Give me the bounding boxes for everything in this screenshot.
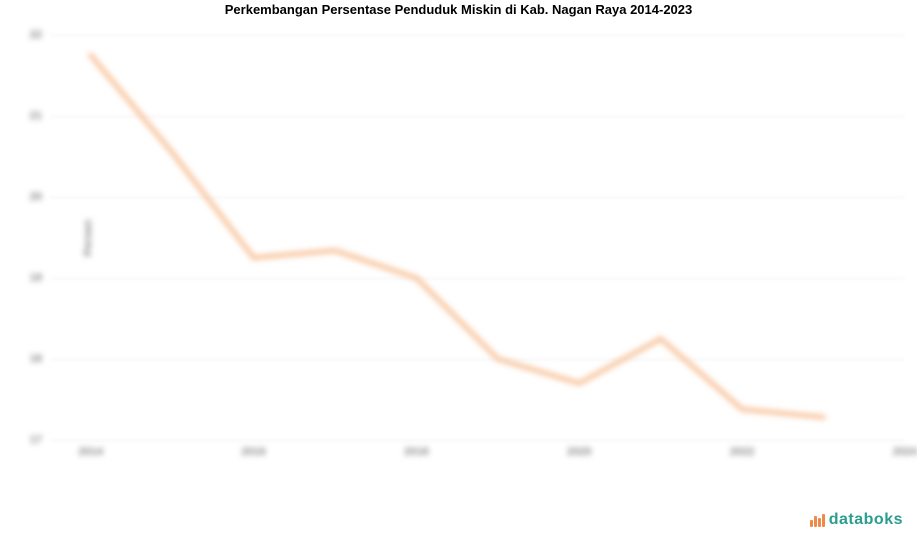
x-tick-label: 2022	[730, 446, 754, 458]
databoks-logo: databoks	[810, 511, 903, 529]
gridline	[50, 440, 905, 441]
x-tick-label: 2016	[241, 446, 265, 458]
databoks-logo-text: databoks	[829, 511, 903, 529]
y-tick-label: 22	[30, 29, 42, 41]
x-tick-label: 2018	[404, 446, 428, 458]
plot-area: Persen 171819202122 20142016201820202022…	[50, 35, 905, 440]
y-tick-label: 21	[30, 110, 42, 122]
y-tick-label: 17	[30, 434, 42, 446]
x-tick-label: 2014	[78, 446, 102, 458]
x-tick-label: 2024	[893, 446, 917, 458]
line-chart-svg	[50, 35, 905, 440]
databoks-logo-icon	[810, 514, 825, 527]
y-tick-label: 19	[30, 272, 42, 284]
data-series-line	[91, 55, 824, 417]
chart-title: Perkembangan Persentase Penduduk Miskin …	[0, 2, 917, 17]
y-tick-label: 20	[30, 191, 42, 203]
y-tick-label: 18	[30, 353, 42, 365]
x-tick-label: 2020	[567, 446, 591, 458]
chart-container: Perkembangan Persentase Penduduk Miskin …	[0, 0, 917, 547]
